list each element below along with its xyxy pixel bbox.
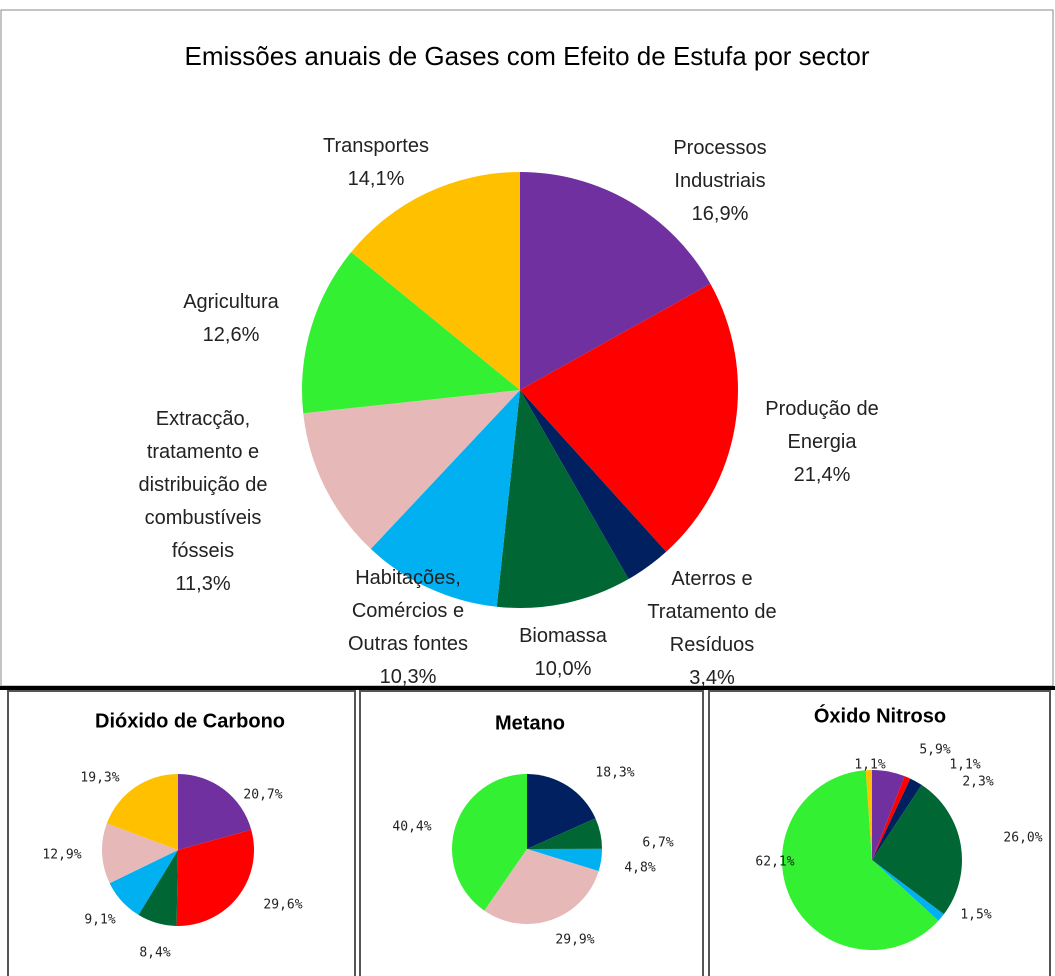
pie-slice: [520, 390, 667, 580]
value-label: 2,3%: [962, 775, 993, 790]
pie-slice: [872, 776, 911, 860]
pie-slice: [520, 283, 738, 552]
value-label: 29,6%: [263, 898, 302, 913]
pie-slice: [176, 829, 254, 926]
pie-slice: [106, 774, 178, 850]
value-label: 5,9%: [919, 743, 950, 758]
value-label: 1,1%: [854, 758, 885, 773]
panel: [7, 690, 356, 976]
value-label: 19,3%: [80, 771, 119, 786]
chart-title: Óxido Nitroso: [814, 703, 946, 727]
value-label: 4,8%: [624, 861, 655, 876]
slice-label: Aterros e Tratamento de Resíduos: [647, 568, 777, 656]
pie-slice: [178, 774, 252, 850]
value-label: 62,1%: [755, 855, 794, 870]
chart-title: Metano: [495, 712, 565, 734]
chart-title: Dióxido de Carbono: [95, 710, 285, 732]
pie-slice: [302, 252, 520, 414]
value-label: 40,4%: [392, 820, 431, 835]
pie-slice: [781, 770, 939, 950]
value-label: 18,3%: [595, 766, 634, 781]
slice-label: Agricultura: [183, 291, 279, 313]
pie-slice: [452, 774, 527, 911]
value-label: 10,0%: [534, 658, 592, 680]
pie-slice: [872, 784, 962, 915]
value-label: 21,4%: [793, 464, 851, 486]
value-label: 14,1%: [347, 168, 405, 190]
pie-slice: [370, 390, 520, 607]
value-label: 26,0%: [1003, 831, 1042, 846]
pie-slice: [872, 778, 922, 860]
value-label: 11,3%: [175, 573, 231, 595]
value-label: 12,6%: [202, 324, 260, 346]
value-label: 12,9%: [42, 848, 81, 863]
slice-label: Processos Industriais: [673, 137, 767, 192]
value-label: 29,9%: [555, 933, 594, 948]
value-label: 3,4%: [689, 667, 735, 689]
value-label: 20,7%: [243, 788, 282, 803]
value-label: 1,1%: [949, 758, 980, 773]
pie-slice: [351, 172, 520, 390]
pie-slice: [527, 848, 602, 872]
pie-slice: [138, 850, 178, 926]
value-label: 6,7%: [642, 836, 673, 851]
panel: [708, 690, 1051, 976]
value-label: 8,4%: [139, 946, 170, 961]
value-label: 9,1%: [84, 913, 115, 928]
pie-slice: [109, 850, 178, 915]
pie-slice: [527, 774, 596, 849]
pie-slice: [872, 860, 944, 921]
slice-label: Produção de Energia: [765, 398, 879, 453]
slice-label: Extracção, tratamento e distribuição de …: [138, 408, 268, 562]
value-label: 1,5%: [960, 908, 991, 923]
pie-slice: [865, 770, 872, 860]
value-label: 16,9%: [691, 203, 749, 225]
pie-slice: [872, 770, 905, 860]
pie-slice: [303, 390, 520, 549]
pie-slice: [527, 818, 602, 849]
panel: [359, 690, 704, 976]
pie-slice: [484, 849, 599, 925]
pie-slice: [496, 390, 629, 608]
value-label: 10,3%: [379, 666, 437, 688]
pie-slice: [102, 823, 178, 884]
slice-label: Biomassa: [519, 625, 607, 647]
slice-label: Habitações, Comércios e Outras fontes: [347, 567, 469, 655]
chart-title: Emissões anuais de Gases com Efeito de E…: [184, 41, 869, 71]
pie-slice: [520, 172, 711, 390]
slice-label: Transportes: [323, 135, 429, 157]
